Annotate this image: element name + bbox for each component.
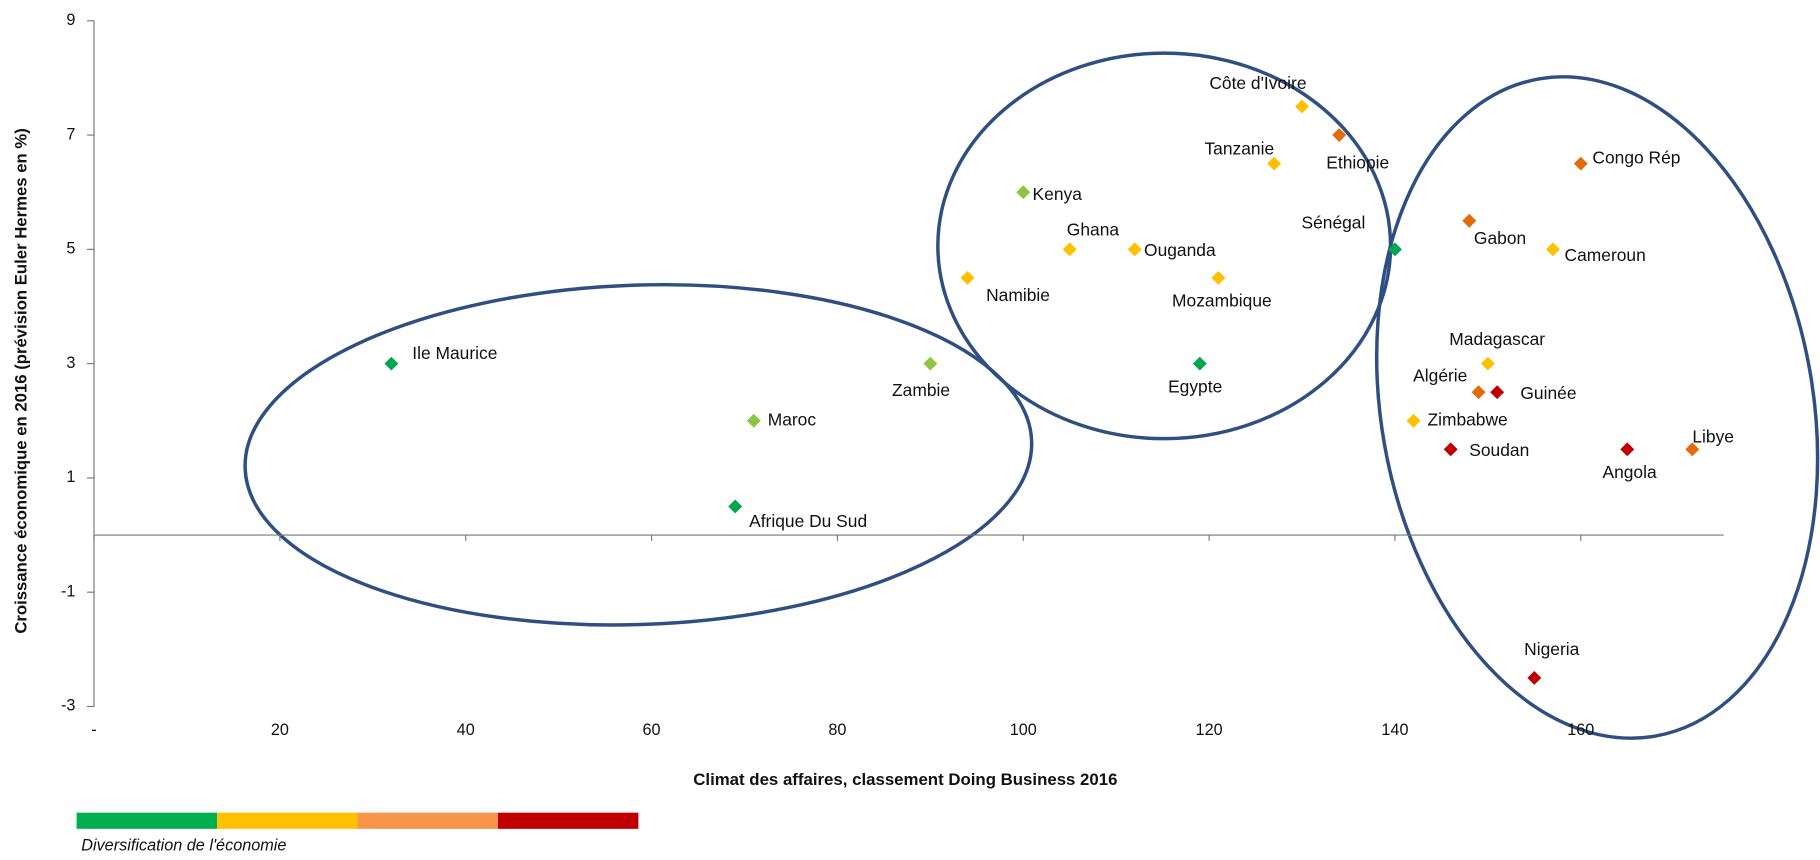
x-tick-label: 100	[1010, 721, 1037, 739]
y-tick-label: 1	[66, 468, 75, 486]
point-label: Mozambique	[1172, 291, 1272, 311]
point	[1620, 442, 1635, 457]
point-label: Zambie	[892, 380, 950, 400]
point	[1527, 670, 1542, 685]
point	[1490, 385, 1505, 400]
point	[1471, 385, 1486, 400]
point-label: Maroc	[768, 409, 817, 429]
legend-swatch	[217, 812, 358, 829]
point-label: Côte d'Ivoire	[1209, 73, 1306, 93]
y-axis-title: Croissance économique en 2016 (prévision…	[11, 128, 30, 633]
y-tick-label: -3	[61, 697, 75, 715]
y-tick-label: 9	[66, 11, 75, 29]
point-label: Tanzanie	[1204, 138, 1274, 158]
legend-label: Diversification de l'économie	[81, 836, 286, 854]
point	[1192, 356, 1207, 371]
point-label: Madagascar	[1449, 329, 1545, 349]
point	[1387, 242, 1402, 257]
point	[1016, 185, 1031, 200]
x-tick-label: 120	[1196, 721, 1223, 739]
y-tick-label: 7	[66, 125, 75, 143]
point-label: Namibie	[986, 285, 1050, 305]
point-label: Afrique Du Sud	[749, 511, 867, 531]
x-tick-label: -	[91, 721, 96, 739]
group-ellipse	[1374, 75, 1820, 740]
point-label: Ouganda	[1144, 240, 1216, 260]
legend-swatch	[357, 812, 498, 829]
groups	[243, 51, 1820, 740]
point	[1127, 242, 1142, 257]
group-ellipse	[243, 282, 1034, 627]
x-tick-label: 60	[643, 721, 661, 739]
point-label: Ethiopie	[1326, 153, 1389, 173]
point	[1545, 242, 1560, 257]
point	[1685, 442, 1700, 457]
point-label: Algérie	[1413, 366, 1467, 386]
point	[384, 356, 399, 371]
point-label: Congo Rép	[1592, 148, 1680, 168]
point-label: Gabon	[1474, 228, 1526, 248]
y-tick-label: -1	[61, 582, 75, 600]
point-label: Ghana	[1067, 219, 1120, 239]
point	[1211, 270, 1226, 285]
point	[923, 356, 938, 371]
point	[728, 499, 743, 514]
point	[1406, 413, 1421, 428]
point	[1295, 99, 1309, 114]
point-label: Kenya	[1033, 184, 1083, 204]
x-tick-label: 20	[271, 721, 289, 739]
point	[1062, 242, 1077, 257]
x-axis-title: Climat des affaires, classement Doing Bu…	[693, 770, 1117, 789]
point-label: Egypte	[1168, 376, 1222, 396]
point-label: Sénégal	[1301, 213, 1365, 233]
legend-swatch	[497, 812, 639, 829]
point	[1332, 128, 1347, 142]
point-label: Soudan	[1469, 440, 1529, 460]
point-label: Zimbabwe	[1427, 409, 1507, 429]
x-tick-label: 140	[1381, 721, 1408, 739]
y-tick-label: 5	[66, 240, 75, 258]
point-label: Ile Maurice	[412, 343, 497, 363]
point	[1573, 156, 1588, 171]
point	[960, 270, 975, 285]
point-label: Cameroun	[1565, 245, 1646, 265]
legend-swatch	[76, 812, 218, 829]
x-tick-label: 80	[828, 721, 846, 739]
x-tick-label: 160	[1567, 721, 1594, 739]
point	[1267, 156, 1282, 171]
point-label: Nigeria	[1524, 639, 1579, 659]
point	[1443, 442, 1458, 457]
y-tick-label: 3	[66, 354, 75, 372]
point-label: Libye	[1692, 426, 1734, 446]
point	[1462, 213, 1477, 228]
point	[1480, 356, 1495, 371]
x-tick-label: 40	[457, 721, 475, 739]
point-label: Guinée	[1520, 383, 1576, 403]
point-label: Angola	[1602, 462, 1657, 482]
point	[746, 413, 761, 428]
